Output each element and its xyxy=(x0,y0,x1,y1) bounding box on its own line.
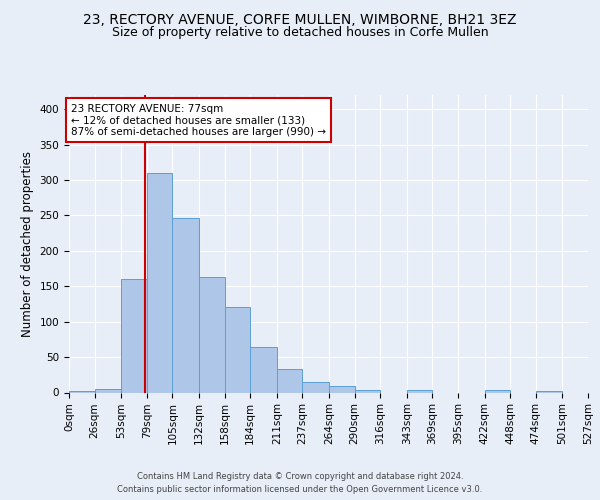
Bar xyxy=(69,391,95,392)
Bar xyxy=(147,173,172,392)
Bar xyxy=(277,369,302,392)
Bar xyxy=(250,347,277,393)
Bar xyxy=(407,390,433,392)
Text: 23, RECTORY AVENUE, CORFE MULLEN, WIMBORNE, BH21 3EZ: 23, RECTORY AVENUE, CORFE MULLEN, WIMBOR… xyxy=(83,12,517,26)
Bar xyxy=(485,390,510,392)
Bar xyxy=(224,307,250,392)
Bar xyxy=(199,277,224,392)
Y-axis label: Number of detached properties: Number of detached properties xyxy=(21,151,34,337)
Text: 23 RECTORY AVENUE: 77sqm
← 12% of detached houses are smaller (133)
87% of semi-: 23 RECTORY AVENUE: 77sqm ← 12% of detach… xyxy=(71,104,326,136)
Bar xyxy=(329,386,355,392)
Text: Contains HM Land Registry data © Crown copyright and database right 2024.: Contains HM Land Registry data © Crown c… xyxy=(137,472,463,481)
Bar xyxy=(355,390,380,392)
Bar xyxy=(302,382,329,392)
Bar xyxy=(121,279,147,392)
Bar xyxy=(172,218,199,392)
Text: Contains public sector information licensed under the Open Government Licence v3: Contains public sector information licen… xyxy=(118,484,482,494)
Bar xyxy=(536,391,562,392)
Bar xyxy=(95,389,121,392)
Text: Size of property relative to detached houses in Corfe Mullen: Size of property relative to detached ho… xyxy=(112,26,488,39)
